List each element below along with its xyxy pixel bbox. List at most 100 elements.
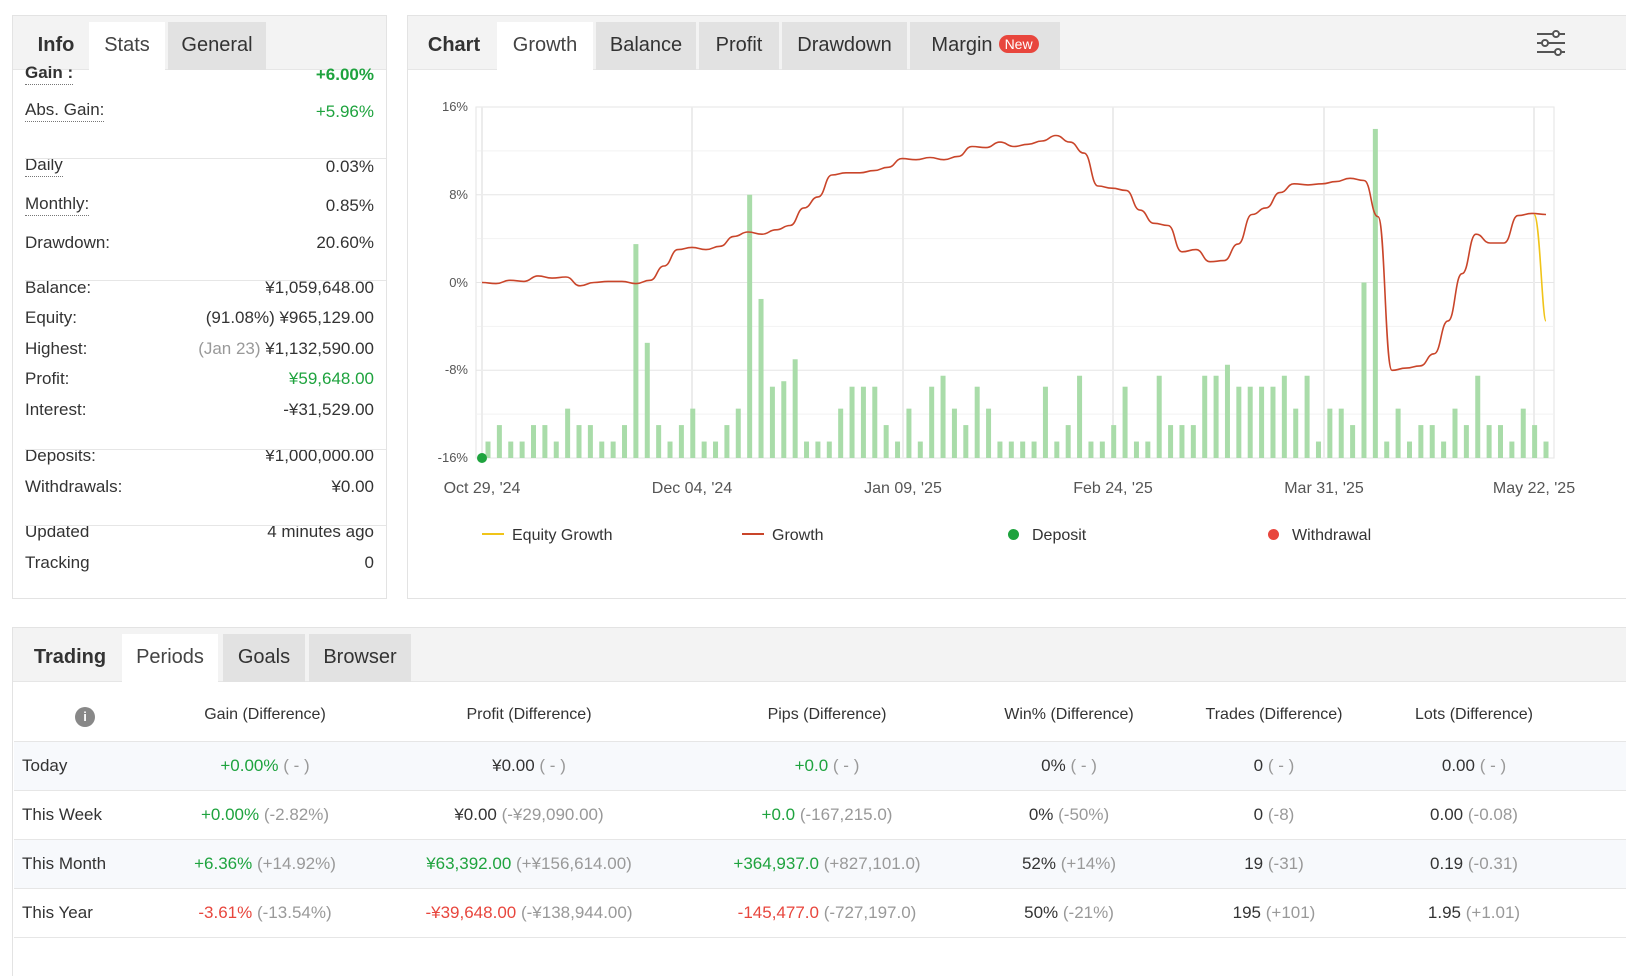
tab-goals[interactable]: Goals — [223, 634, 305, 682]
stat-value: 0.85% — [326, 193, 374, 219]
table-cell: +6.36% (+14.92%) — [115, 840, 415, 888]
cell-value: 195 — [1232, 903, 1261, 922]
table-cell: 50% (-21%) — [919, 889, 1219, 937]
cell-value: +364,937.0 — [733, 854, 819, 873]
tab-profit[interactable]: Profit — [699, 22, 779, 70]
cell-value: ¥0.00 — [454, 805, 497, 824]
x-tick-label: Feb 24, '25 — [1073, 480, 1153, 497]
cell-value: -3.61% — [198, 903, 253, 922]
cell-value: 0% — [1041, 756, 1066, 775]
table-row: This Year -3.61% (-13.54%) -¥39,648.00 (-¥… — [14, 888, 1626, 937]
stat-label: Interest: — [25, 400, 87, 419]
periods-panel: Trading Periods Goals Browser — [12, 627, 1626, 976]
cell-difference: (+14%) — [1060, 854, 1117, 873]
cell-difference: ( - ) — [1267, 756, 1295, 775]
tab-browser[interactable]: Browser — [309, 634, 411, 682]
stat-label: Equity: — [25, 308, 77, 327]
cell-value: +0.0 — [761, 805, 796, 824]
cell-difference: (-167,215.0) — [799, 805, 893, 824]
legend-item[interactable]: Equity Growth — [482, 526, 612, 546]
tab-balance[interactable]: Balance — [596, 22, 696, 70]
stats-divider — [25, 525, 386, 526]
cell-difference: (-¥138,944.00) — [520, 903, 633, 922]
cell-difference: (-21%) — [1062, 903, 1114, 922]
tab-stats[interactable]: Stats — [89, 22, 165, 71]
stat-value-text: ¥59,648.00 — [288, 369, 374, 388]
table-cell: 0.00 (-0.08) — [1324, 791, 1624, 839]
tab-margin[interactable]: Margin New — [910, 22, 1060, 70]
chart-panel: Chart Growth Balance Profit Drawdown Mar… — [407, 15, 1626, 599]
stat-value-text: ¥1,132,590.00 — [265, 339, 374, 358]
info-icon[interactable]: i — [75, 707, 95, 727]
stat-row: Updated 4 minutes ago — [25, 519, 374, 545]
table-cell: -145,477.0 (-727,197.0) — [677, 889, 977, 937]
legend-item[interactable]: Withdrawal — [1268, 526, 1371, 546]
column-header[interactable]: Win% (Difference) — [1004, 706, 1134, 723]
stat-value-text: 4 minutes ago — [267, 522, 374, 541]
cell-difference: ( - ) — [539, 756, 566, 775]
x-tick-label: Oct 29, '24 — [443, 480, 521, 497]
x-tick-label: Mar 31, '25 — [1284, 480, 1364, 497]
table-cell: 1.95 (+1.01) — [1324, 889, 1624, 937]
stat-label: Profit: — [25, 369, 70, 388]
stat-value-text: ¥1,059,648.00 — [265, 278, 374, 297]
table-cell: ¥63,392.00 (+¥156,614.00) — [379, 840, 679, 888]
table-cell: 0% ( - ) — [919, 742, 1219, 790]
stat-label[interactable]: Gain : — [25, 62, 74, 85]
column-header[interactable]: Lots (Difference) — [1415, 706, 1533, 723]
cell-difference: (-50%) — [1058, 805, 1110, 824]
legend-item[interactable]: Deposit — [1008, 526, 1086, 546]
cell-value: +0.00% — [220, 756, 279, 775]
cell-value: 0.00 — [1441, 756, 1475, 775]
table-cell: +0.0 (-167,215.0) — [677, 791, 977, 839]
stat-value-text: 0 — [364, 553, 374, 572]
stat-label[interactable]: Daily — [25, 154, 63, 177]
tab-trading[interactable]: Trading — [33, 646, 107, 668]
column-header[interactable]: Profit (Difference) — [466, 706, 592, 723]
tab-growth[interactable]: Growth — [497, 22, 593, 71]
stat-row: Monthly: 0.85% — [25, 193, 374, 219]
cell-difference: ( - ) — [1479, 756, 1507, 775]
cell-difference: (-0.31) — [1467, 854, 1518, 873]
cell-difference: (-2.82%) — [263, 805, 330, 824]
tab-chart[interactable]: Chart — [427, 34, 481, 56]
stat-value: 4 minutes ago — [267, 519, 374, 545]
column-header[interactable]: Pips (Difference) — [767, 706, 887, 723]
cell-value: 50% — [1024, 903, 1059, 922]
cell-difference: (-727,197.0) — [823, 903, 917, 922]
cell-value: ¥63,392.00 — [426, 854, 512, 873]
cell-difference: ( - ) — [283, 756, 310, 775]
x-tick-label: Dec 04, '24 — [651, 480, 733, 497]
tab-periods[interactable]: Periods — [122, 634, 218, 683]
column-header[interactable]: Gain (Difference) — [204, 706, 326, 723]
stat-row: Interest: -¥31,529.00 — [25, 397, 374, 423]
tab-drawdown[interactable]: Drawdown — [782, 22, 907, 70]
tab-general[interactable]: General — [168, 22, 266, 70]
cell-value: 0 — [1253, 805, 1264, 824]
legend-item[interactable]: Growth — [742, 526, 824, 546]
cell-value: 0.00 — [1430, 805, 1464, 824]
tab-info[interactable]: Info — [37, 34, 75, 56]
column-header[interactable]: Trades (Difference) — [1205, 706, 1343, 723]
table-cell: +0.0 ( - ) — [677, 742, 977, 790]
legend-dot-swatch — [1268, 529, 1279, 540]
y-tick-label: 0% — [449, 274, 468, 290]
table-cell: 0.00 ( - ) — [1324, 742, 1624, 790]
row-label: This Week — [22, 805, 102, 824]
stat-value-text: ¥1,000,000.00 — [265, 446, 374, 465]
sliders-icon[interactable] — [1534, 27, 1568, 59]
stat-label[interactable]: Abs. Gain: — [25, 99, 105, 122]
stat-label: Highest: — [25, 339, 88, 358]
stat-label: Updated — [25, 522, 90, 541]
chart-tabbar: Chart Growth Balance Profit Drawdown Mar… — [408, 16, 1626, 71]
cell-difference: (-¥29,090.00) — [501, 805, 604, 824]
stat-label: Deposits: — [25, 446, 96, 465]
periods-tabbar: Trading Periods Goals Browser — [13, 628, 1626, 683]
stat-row: Tracking 0 — [25, 550, 374, 576]
stat-label[interactable]: Monthly: — [25, 193, 90, 216]
stat-value: (91.08%) ¥965,129.00 — [206, 305, 374, 331]
stat-value: +5.96% — [316, 99, 374, 125]
stat-value: -¥31,529.00 — [283, 397, 374, 423]
stat-row: Profit: ¥59,648.00 — [25, 366, 374, 392]
stat-row: Drawdown: 20.60% — [25, 230, 374, 256]
